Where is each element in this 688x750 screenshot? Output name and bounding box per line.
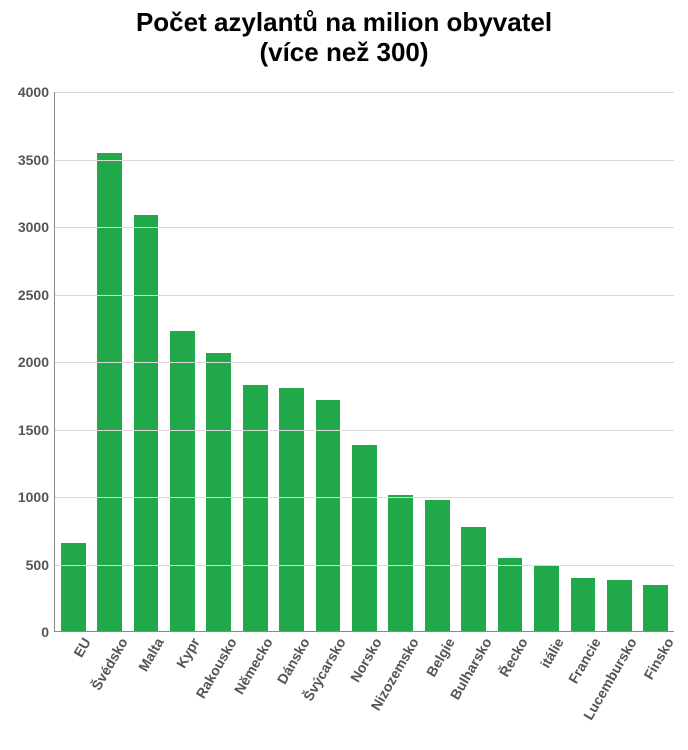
- y-tick-label: 3500: [18, 152, 55, 168]
- x-tick-label: itálie: [536, 634, 568, 671]
- bar: [134, 215, 159, 631]
- gridline: [55, 92, 674, 93]
- chart-title-line2: (více než 300): [0, 38, 688, 68]
- bar: [534, 565, 559, 631]
- gridline: [55, 497, 674, 498]
- chart-title: Počet azylantů na milion obyvatel (více …: [0, 0, 688, 68]
- plot-area: EUŠvédskoMaltaKyprRakouskoNěmeckoDánskoŠ…: [54, 92, 674, 632]
- y-tick-label: 1000: [18, 489, 55, 505]
- bar: [170, 331, 195, 631]
- x-tick-label: EU: [69, 634, 94, 660]
- y-tick-label: 4000: [18, 84, 55, 100]
- bar: [316, 400, 341, 631]
- bar: [571, 578, 596, 631]
- gridline: [55, 227, 674, 228]
- gridline: [55, 295, 674, 296]
- x-tick-label: Belgie: [421, 634, 458, 679]
- bar: [279, 388, 304, 631]
- y-tick-label: 2000: [18, 354, 55, 370]
- gridline: [55, 430, 674, 431]
- x-tick-label: Malta: [133, 634, 166, 674]
- bar: [498, 558, 523, 631]
- bar: [97, 153, 122, 631]
- x-tick-label: Finsko: [638, 634, 676, 682]
- bar: [243, 385, 268, 631]
- bar: [461, 527, 486, 631]
- bar: [643, 585, 668, 631]
- bar: [61, 543, 86, 631]
- y-tick-label: 500: [26, 557, 55, 573]
- gridline: [55, 160, 674, 161]
- bar: [425, 500, 450, 631]
- x-tick-label: Řecko: [494, 634, 531, 679]
- y-tick-label: 0: [41, 624, 55, 640]
- gridline: [55, 362, 674, 363]
- bar: [352, 445, 377, 631]
- y-tick-label: 1500: [18, 422, 55, 438]
- bar: [206, 353, 231, 631]
- chart-container: Počet azylantů na milion obyvatel (více …: [0, 0, 688, 750]
- gridline: [55, 565, 674, 566]
- bar: [388, 495, 413, 631]
- y-tick-label: 3000: [18, 219, 55, 235]
- x-tick-label: Kypr: [172, 634, 204, 671]
- x-tick-label: Norsko: [346, 634, 386, 685]
- y-tick-label: 2500: [18, 287, 55, 303]
- chart-title-line1: Počet azylantů na milion obyvatel: [0, 8, 688, 38]
- bar: [607, 580, 632, 631]
